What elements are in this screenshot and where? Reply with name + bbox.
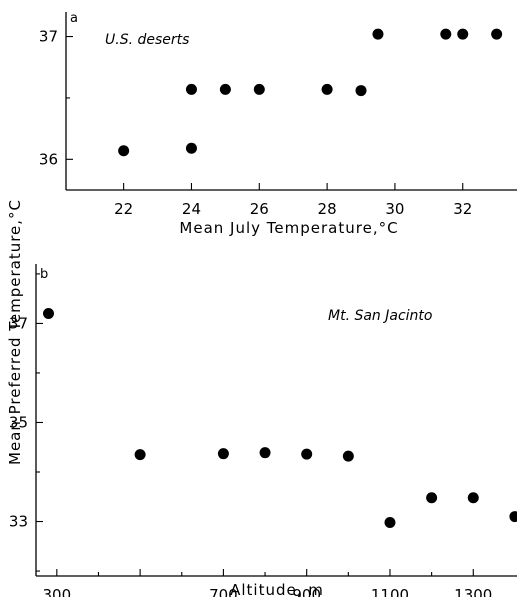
panel-a-data-point bbox=[491, 28, 503, 40]
panel-b-data-point bbox=[217, 448, 229, 460]
panel-a-annotation: U.S. deserts bbox=[105, 32, 189, 48]
panel-b-x-tick-label: 900 bbox=[292, 586, 321, 597]
panel-a-data-point bbox=[219, 83, 231, 95]
panel-b-chart: b Mt. San Jacinto 300 700 900 1100 130033353… bbox=[9, 264, 517, 597]
panel-a-x-tick-label: 28 bbox=[318, 200, 337, 218]
panel-a-points bbox=[118, 28, 503, 157]
panel-b-data-point bbox=[384, 517, 396, 529]
panel-a-x-tick-label: 26 bbox=[250, 200, 269, 218]
panel-b-y-tick-label: 35 bbox=[9, 413, 28, 431]
panel-b-annotation: Mt. San Jacinto bbox=[328, 308, 432, 324]
panel-b-data-point bbox=[42, 308, 54, 320]
panel-a-letter: a bbox=[70, 11, 78, 26]
panel-a-data-point bbox=[457, 28, 469, 40]
panel-a-x-tick-label: 22 bbox=[114, 200, 133, 218]
panel-b-data-point bbox=[259, 447, 271, 459]
panel-a-x-tick-label: 32 bbox=[453, 200, 472, 218]
panel-a-x-tick-label: 30 bbox=[385, 200, 404, 218]
panel-b-data-point bbox=[467, 492, 479, 504]
panel-a-data-point bbox=[253, 83, 265, 95]
panel-b-y-tick-label: 33 bbox=[9, 513, 28, 531]
panel-b-x-tick-label: 700 bbox=[209, 586, 238, 597]
panel-b-data-point bbox=[509, 511, 517, 523]
shared-y-axis-title: Mean Preferred Temperature,°C bbox=[6, 199, 24, 465]
panel-b-data-point bbox=[342, 450, 354, 462]
panel-b-x-tick-label: 300 bbox=[43, 586, 72, 597]
panel-a-y-tick-label: 37 bbox=[39, 28, 58, 46]
panel-b-data-point bbox=[134, 449, 146, 461]
panel-b-data-point bbox=[426, 492, 438, 504]
panel-a-data-point bbox=[321, 83, 333, 95]
panel-a-ticks: 22 24 26 28 30 32 36 37 bbox=[39, 28, 472, 218]
panel-b-x-axis-title: Altitude, m bbox=[230, 581, 324, 597]
panel-a-data-point bbox=[440, 28, 452, 40]
panel-b-x-tick-label: 1300 bbox=[454, 586, 492, 597]
panel-a-chart: a U.S. deserts 22 24 26 28 30 32 36 37 Mean Jul… bbox=[39, 11, 517, 237]
panel-b-x-tick-label: 1100 bbox=[371, 586, 409, 597]
panel-b-y-tick-label: 37 bbox=[9, 314, 28, 332]
panel-a-data-point bbox=[185, 83, 197, 95]
panel-b-letter: b bbox=[40, 267, 48, 282]
panel-a-y-tick-label: 36 bbox=[39, 150, 58, 168]
panel-b-data-point bbox=[301, 448, 313, 460]
panel-a-data-point bbox=[118, 145, 130, 157]
panel-b-points bbox=[42, 308, 517, 529]
panel-a-data-point bbox=[372, 28, 384, 40]
panel-a-x-axis-title: Mean July Temperature,°C bbox=[179, 219, 398, 237]
panel-a-x-tick-label: 24 bbox=[182, 200, 201, 218]
panel-b-ticks: 300 700 900 1100 1300 33 35 37 bbox=[9, 273, 492, 597]
panel-a-data-point bbox=[355, 85, 367, 97]
panel-a-data-point bbox=[185, 142, 197, 154]
